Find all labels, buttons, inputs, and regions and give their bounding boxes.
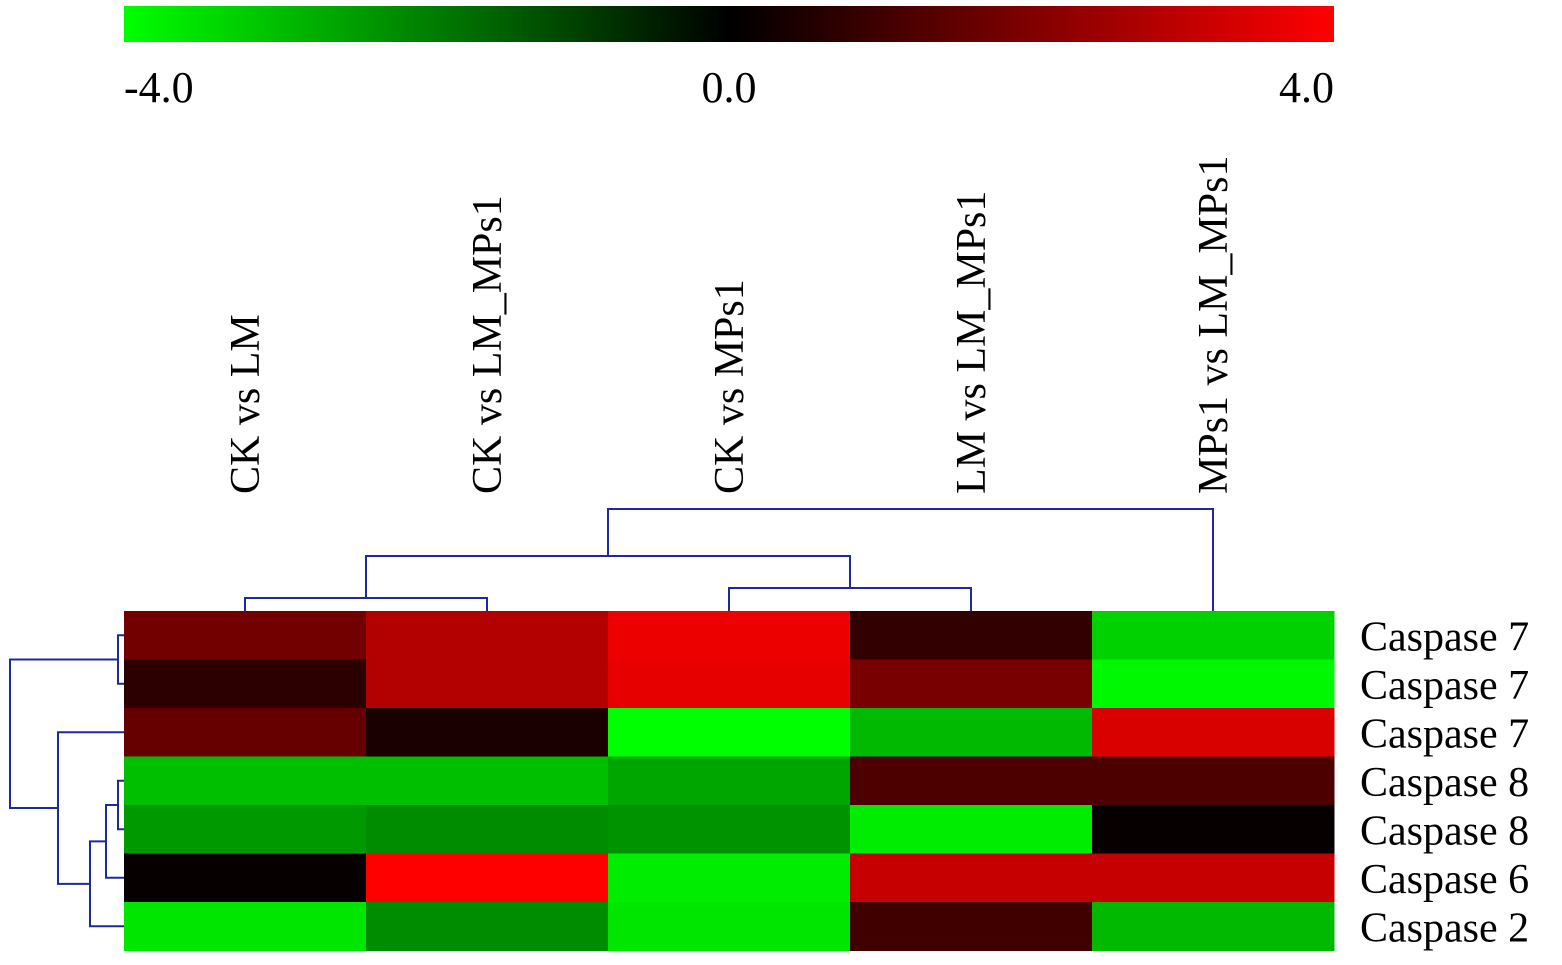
- heatmap-cell: [124, 902, 367, 951]
- colorbar: -4.0 0.0 4.0: [124, 6, 1334, 112]
- row-label: Caspase 8: [1360, 808, 1529, 854]
- column-label: MPs1 vs LM_MPs1: [1191, 156, 1237, 494]
- heatmap-cell: [850, 853, 1093, 903]
- heatmap-cell: [608, 805, 851, 854]
- dendrogram-link: [117, 779, 124, 831]
- heatmap-cell: [124, 853, 367, 903]
- heatmap-cell: [366, 756, 609, 806]
- heatmap-cell: [366, 853, 609, 903]
- colorbar-tick-mid: 0.0: [702, 63, 757, 112]
- column-dendrogram: [244, 508, 1214, 611]
- dendrogram-link: [607, 508, 1214, 611]
- dendrogram-link: [244, 597, 488, 611]
- heatmap-cell: [124, 708, 367, 757]
- heatmap-cell: [1092, 659, 1335, 709]
- heatmap-cell: [124, 611, 367, 660]
- heatmap-cell: [608, 756, 851, 806]
- heatmap-cell: [1092, 853, 1335, 903]
- heatmap-cell: [850, 708, 1093, 757]
- heatmap-cell: [1092, 708, 1335, 757]
- row-label: Caspase 8: [1360, 760, 1529, 806]
- heatmap-cells: [124, 611, 1335, 951]
- heatmap-cell: [850, 659, 1093, 709]
- row-dendrogram: [9, 634, 124, 928]
- row-label: Caspase 6: [1360, 857, 1529, 903]
- heatmap-cell: [366, 611, 609, 660]
- dendrogram-link: [117, 634, 124, 685]
- heatmap-cell: [124, 805, 367, 854]
- heatmap-cell: [608, 708, 851, 757]
- heatmap-cell: [1092, 756, 1335, 806]
- heatmap-cell: [850, 902, 1093, 951]
- colorbar-tick-max: 4.0: [1279, 63, 1334, 112]
- row-label: Caspase 7: [1360, 663, 1529, 709]
- dendrogram-link: [365, 555, 851, 598]
- dendrogram-link: [9, 658, 118, 810]
- heatmap-cell: [608, 659, 851, 709]
- column-label: CK vs MPs1: [707, 279, 753, 494]
- heatmap-cell: [366, 708, 609, 757]
- heatmap-cell: [608, 853, 851, 903]
- row-label: Caspase 7: [1360, 711, 1529, 757]
- heatmap-cell: [1092, 902, 1335, 951]
- heatmap-cell: [366, 902, 609, 951]
- column-label: CK vs LM_MPs1: [465, 195, 511, 494]
- row-label: Caspase 2: [1360, 905, 1529, 951]
- dendrogram-link: [105, 804, 124, 879]
- heatmap-cell: [1092, 611, 1335, 660]
- row-label: Caspase 7: [1360, 614, 1529, 660]
- column-label: LM vs LM_MPs1: [949, 191, 995, 494]
- heatmap-cell: [366, 659, 609, 709]
- colorbar-tick-min: -4.0: [124, 63, 194, 112]
- heatmap-cell: [366, 805, 609, 854]
- heatmap-cell: [608, 902, 851, 951]
- heatmap-cell: [850, 756, 1093, 806]
- heatmap-cell: [124, 756, 367, 806]
- heatmap-cell: [608, 611, 851, 660]
- column-label: CK vs LM: [223, 314, 269, 494]
- colorbar-gradient-bar: [124, 6, 1334, 42]
- heatmap-cell: [124, 659, 367, 709]
- heatmap-cell: [1092, 805, 1335, 854]
- column-labels: CK vs LM CK vs LM_MPs1 CK vs MPs1 LM vs LM_…: [223, 156, 1237, 494]
- heatmap-cell: [850, 805, 1093, 854]
- dendrogram-link: [728, 587, 972, 611]
- heatmap-cell: [850, 611, 1093, 660]
